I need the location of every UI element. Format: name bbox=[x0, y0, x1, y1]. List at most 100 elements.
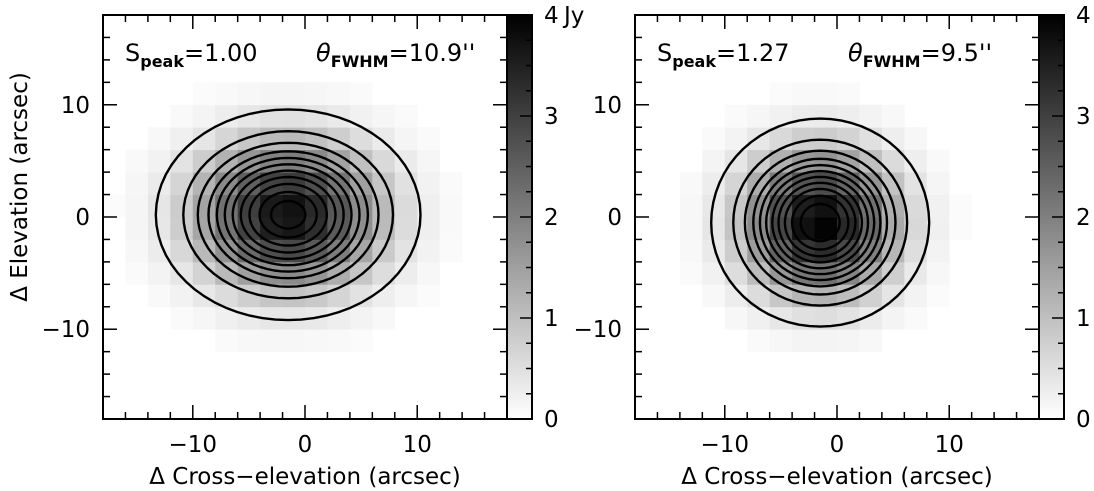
annotation-fwhm-subscript: FWHM bbox=[863, 52, 921, 71]
heatmap-pixel bbox=[282, 149, 306, 173]
heatmap-pixel bbox=[147, 239, 171, 263]
heatmap-pixel bbox=[747, 329, 771, 353]
contour-line bbox=[743, 149, 897, 296]
heatmap-pixel bbox=[814, 82, 838, 106]
heatmap-pixel bbox=[439, 239, 463, 263]
contour-line bbox=[239, 175, 337, 254]
heatmap-pixel bbox=[724, 149, 748, 173]
contour-group bbox=[154, 108, 422, 322]
heatmap-pixel bbox=[904, 306, 928, 330]
heatmap-pixel bbox=[792, 104, 815, 128]
colorbar-tick-label: 1 bbox=[1076, 306, 1091, 332]
heatmap-pixel bbox=[814, 239, 838, 263]
heatmap-pixel bbox=[349, 329, 373, 353]
heatmap-pixel bbox=[814, 329, 838, 353]
heatmap-pixel bbox=[417, 194, 441, 218]
heatmap-pixel bbox=[192, 149, 216, 173]
heatmap-pixel bbox=[215, 104, 239, 128]
heatmap-pixel bbox=[170, 127, 194, 151]
heatmap-pixel bbox=[237, 149, 261, 173]
contour-line bbox=[196, 141, 380, 288]
contour-line bbox=[790, 194, 850, 251]
heatmap-pixel bbox=[260, 329, 283, 353]
heatmap-pixel bbox=[260, 82, 283, 106]
heatmap-pixel bbox=[724, 217, 748, 240]
heatmap-pixel bbox=[702, 127, 726, 151]
heatmap-pixel bbox=[724, 306, 748, 330]
heatmap-pixel bbox=[260, 104, 283, 128]
contour-line bbox=[258, 190, 318, 239]
annotation-fwhm: θFWHM=9.5'' bbox=[848, 39, 992, 71]
heatmap-pixel bbox=[926, 194, 950, 218]
heatmap-pixel bbox=[679, 261, 703, 285]
heatmap-pixel bbox=[327, 239, 351, 263]
annotation-peak-symbol: S bbox=[657, 39, 672, 67]
heatmap-pixel bbox=[439, 217, 463, 240]
heatmap-pixel bbox=[702, 239, 726, 263]
contour-line bbox=[752, 157, 889, 288]
heatmap-pixel bbox=[439, 194, 463, 218]
annotation-fwhm-value: =10.9'' bbox=[389, 39, 476, 67]
heatmap-pixel bbox=[215, 82, 239, 106]
heatmap-pixel bbox=[881, 149, 905, 173]
heatmap-pixel bbox=[747, 127, 771, 151]
heatmap-pixel bbox=[926, 239, 950, 263]
x-tick-label: 0 bbox=[830, 432, 845, 458]
heatmap-pixel bbox=[349, 194, 373, 218]
annotation-peak-subscript: peak bbox=[672, 52, 716, 71]
colorbar-tick-label: 2 bbox=[1076, 205, 1091, 231]
heatmap-pixel bbox=[724, 104, 748, 128]
colorbar-tick-label: 3 bbox=[1076, 104, 1091, 130]
heatmap-pixel bbox=[125, 239, 149, 263]
heatmap-pixel bbox=[394, 149, 418, 173]
heatmap-pixel bbox=[747, 261, 771, 285]
heatmap-pixel bbox=[170, 149, 194, 173]
y-tick-label: 10 bbox=[593, 93, 622, 119]
heatmap-pixel bbox=[881, 261, 905, 285]
heatmap-pixel bbox=[147, 127, 171, 151]
heatmap-pixel bbox=[394, 194, 418, 218]
heatmap-pixel bbox=[679, 217, 703, 240]
heatmap-pixel bbox=[305, 82, 328, 106]
heatmap-pixel bbox=[926, 261, 950, 285]
y-tick-label: 10 bbox=[61, 93, 90, 119]
contour-line bbox=[732, 138, 909, 307]
contour-line bbox=[223, 163, 353, 267]
heatmap-pixel bbox=[192, 127, 216, 151]
heatmap-pixel bbox=[170, 104, 194, 128]
colorbar-unit: Jy bbox=[562, 3, 584, 29]
x-tick-label: 10 bbox=[403, 432, 432, 458]
contour-line bbox=[799, 202, 841, 243]
contour-line bbox=[231, 169, 345, 261]
heatmap-pixel bbox=[926, 284, 950, 308]
heatmap-pixel bbox=[349, 306, 373, 330]
heatmap-pixel bbox=[192, 306, 216, 330]
heatmap-pixel bbox=[837, 306, 860, 330]
heatmap-pixel bbox=[215, 284, 239, 308]
contour-line bbox=[182, 129, 395, 300]
heatmap-pixel bbox=[904, 172, 928, 195]
heatmap-pixel bbox=[237, 127, 261, 151]
heatmap-pixel bbox=[125, 149, 149, 173]
heatmap-pixel bbox=[679, 194, 703, 218]
heatmap-pixel bbox=[394, 217, 418, 240]
colorbar-tick-label: 3 bbox=[544, 104, 559, 130]
x-tick-label: 10 bbox=[935, 432, 964, 458]
heatmap-pixel bbox=[103, 194, 126, 218]
heatmap-pixel bbox=[702, 149, 726, 173]
heatmap-pixel bbox=[282, 329, 306, 353]
heatmap-pixel bbox=[417, 261, 441, 285]
heatmap-pixel bbox=[305, 217, 328, 240]
heatmap-pixel bbox=[170, 239, 194, 263]
heatmap-pixel bbox=[147, 217, 171, 240]
heatmap-pixel bbox=[792, 127, 815, 151]
heatmap-pixel bbox=[702, 217, 726, 240]
heatmap-pixel bbox=[814, 284, 838, 308]
contour-line bbox=[154, 108, 422, 322]
x-axis-label: Δ Cross−elevation (arcsec) bbox=[149, 464, 461, 490]
heatmap-pixel bbox=[769, 127, 793, 151]
colorbar-ticks bbox=[1052, 14, 1064, 420]
heatmap-pixel bbox=[237, 306, 261, 330]
annotation-fwhm: θFWHM=10.9'' bbox=[316, 39, 475, 71]
